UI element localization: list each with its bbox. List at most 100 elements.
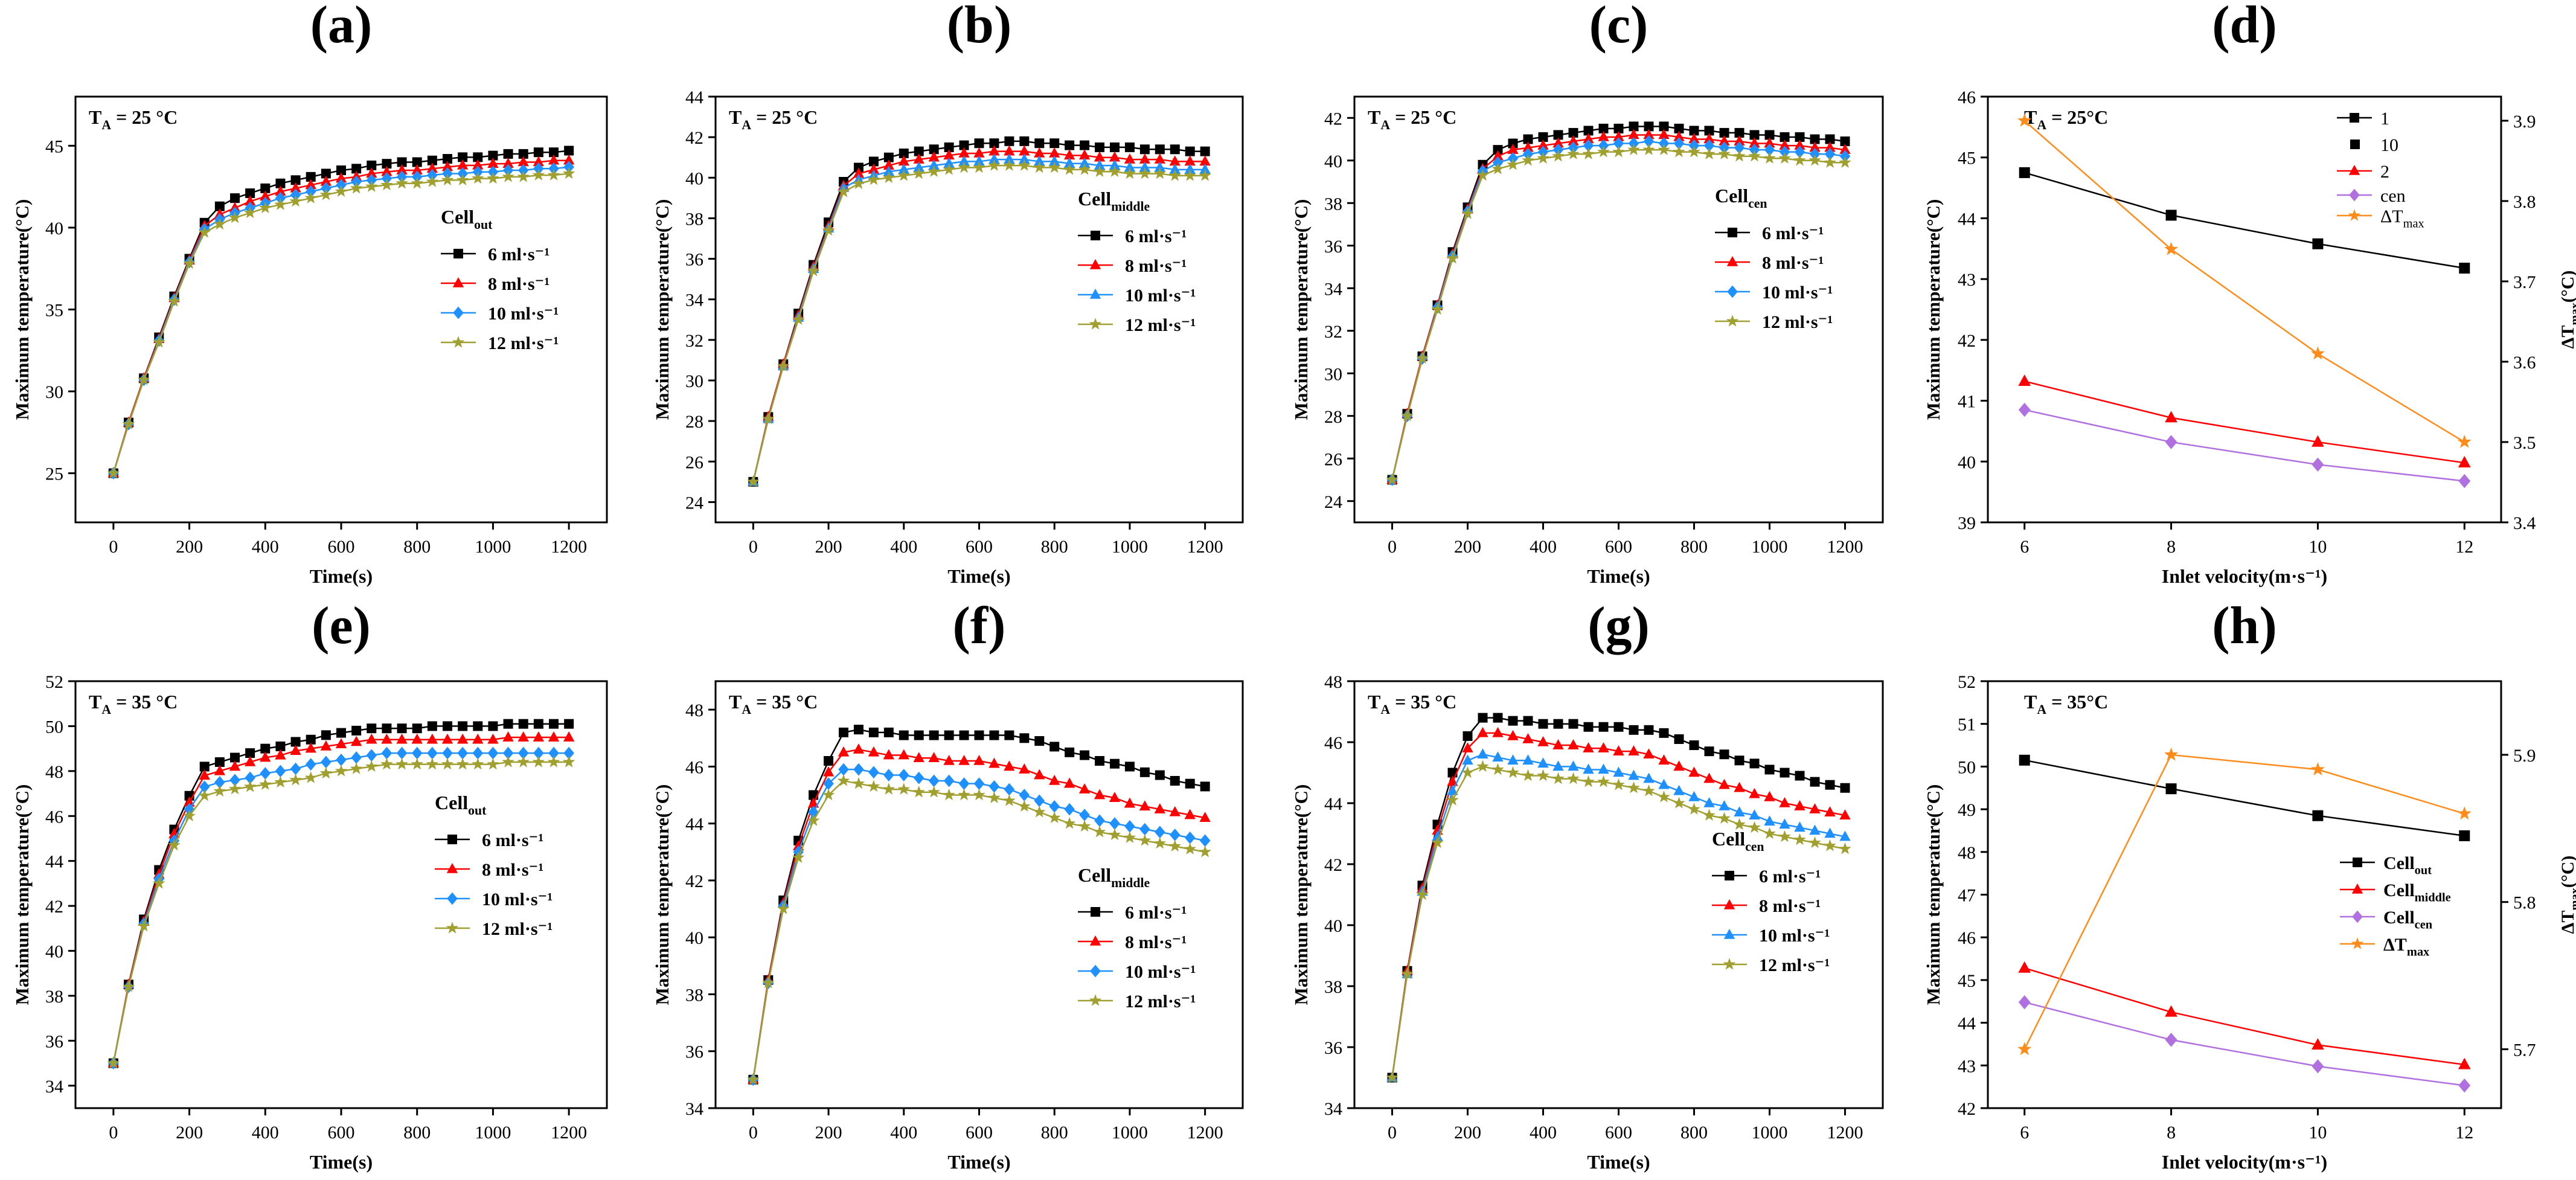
data-point (1778, 830, 1791, 842)
y-tick-label: 42 (45, 897, 63, 917)
data-point (228, 211, 242, 223)
legend-item: 6 ml·s⁻¹ (1078, 903, 1187, 923)
data-point (1810, 777, 1820, 787)
data-point (1094, 151, 1106, 162)
data-point (807, 814, 820, 826)
x-axis-label: Time(s) (1587, 1151, 1650, 1173)
data-point (1019, 136, 1030, 146)
legend-marker (2349, 188, 2360, 202)
data-point (1824, 156, 1836, 168)
data-point (1492, 150, 1504, 161)
x-tick-label: 200 (815, 1123, 842, 1143)
legend-label: Cellmiddle (2383, 880, 2451, 904)
data-point (502, 746, 514, 760)
legend-label: 10 ml·s⁻¹ (1125, 962, 1196, 982)
data-point (230, 193, 240, 204)
data-point (533, 147, 543, 158)
legend-marker (1723, 929, 1735, 939)
data-point (1124, 819, 1135, 833)
legend-label: 8 ml·s⁻¹ (1125, 256, 1187, 276)
data-point (396, 733, 408, 744)
data-point (1523, 134, 1533, 144)
y-tick-label: 38 (1324, 977, 1342, 997)
x-tick-label: 800 (1041, 537, 1068, 557)
y-tick-label: 49 (1958, 800, 1976, 820)
legend-title: Cellout (441, 206, 493, 232)
data-point (1049, 147, 1060, 158)
x-tick-label: 0 (749, 1123, 758, 1143)
data-point (1184, 155, 1196, 166)
data-point (319, 188, 333, 200)
data-point (1719, 800, 1730, 810)
data-point (411, 170, 423, 184)
data-point (1825, 134, 1835, 144)
y-tick-label: 42 (1958, 1099, 1976, 1119)
data-point (1689, 740, 1699, 751)
series-line (1391, 126, 1845, 480)
data-point (973, 754, 985, 765)
data-point (1416, 351, 1429, 364)
data-point (1170, 144, 1180, 155)
data-point (321, 755, 332, 769)
data-point (1123, 167, 1136, 179)
y-tick-label: 44 (1324, 794, 1342, 814)
data-point (229, 774, 240, 787)
data-point (260, 743, 271, 754)
data-point (868, 746, 880, 757)
data-point (898, 155, 909, 166)
data-point (396, 176, 408, 189)
data-point (304, 771, 317, 783)
data-point (1673, 760, 1685, 771)
legend-marker (1089, 318, 1102, 330)
data-point (1492, 751, 1504, 762)
data-point (547, 755, 560, 768)
data-point (929, 730, 939, 740)
data-point (1080, 140, 1090, 150)
y-tick-label: 40 (685, 928, 703, 948)
data-point (1033, 161, 1046, 173)
data-point (1476, 760, 1489, 772)
x-tick-label: 8 (2167, 537, 2176, 557)
data-point (1109, 792, 1121, 803)
y2-axis-label-main: ΔT (2558, 911, 2576, 934)
legend-title: Cellcen (1712, 828, 1764, 854)
y-tick-label: 46 (45, 807, 63, 827)
data-point (411, 164, 423, 175)
data-point (912, 786, 925, 798)
data-point (1507, 729, 1519, 740)
data-point (243, 780, 257, 792)
data-point (351, 175, 362, 188)
data-point (1034, 155, 1045, 166)
data-point (122, 417, 135, 430)
data-point (2457, 806, 2472, 820)
data-point (1139, 144, 1150, 155)
data-point (488, 150, 498, 161)
legend-item: 10 (2350, 135, 2398, 155)
data-point (1824, 141, 1836, 152)
data-point (943, 788, 955, 801)
data-point (1004, 145, 1015, 156)
data-point (381, 172, 392, 185)
data-point (1034, 147, 1045, 158)
data-point (1003, 794, 1016, 806)
x-tick-label: 600 (966, 537, 993, 557)
series-line (1391, 134, 1845, 480)
panel-label: (d) (2212, 0, 2277, 54)
data-point (958, 161, 970, 173)
data-point (1063, 157, 1075, 168)
data-point (1764, 130, 1775, 140)
data-point (2458, 456, 2471, 467)
data-point (822, 788, 835, 801)
data-point (1491, 162, 1504, 175)
legend-label: ΔTmax (2380, 207, 2424, 230)
data-point (1627, 143, 1640, 155)
data-point (1537, 152, 1549, 164)
data-point (1839, 842, 1851, 855)
x-tick-label: 6 (2020, 1123, 2029, 1143)
x-tick-label: 8 (2167, 1123, 2176, 1143)
data-point (199, 762, 210, 772)
y-tick-label: 34 (45, 1077, 63, 1097)
legend-label-main: cen (2380, 186, 2406, 206)
series-0 (2019, 754, 2470, 841)
panel-title-rest: = 35 °C (1390, 691, 1456, 713)
